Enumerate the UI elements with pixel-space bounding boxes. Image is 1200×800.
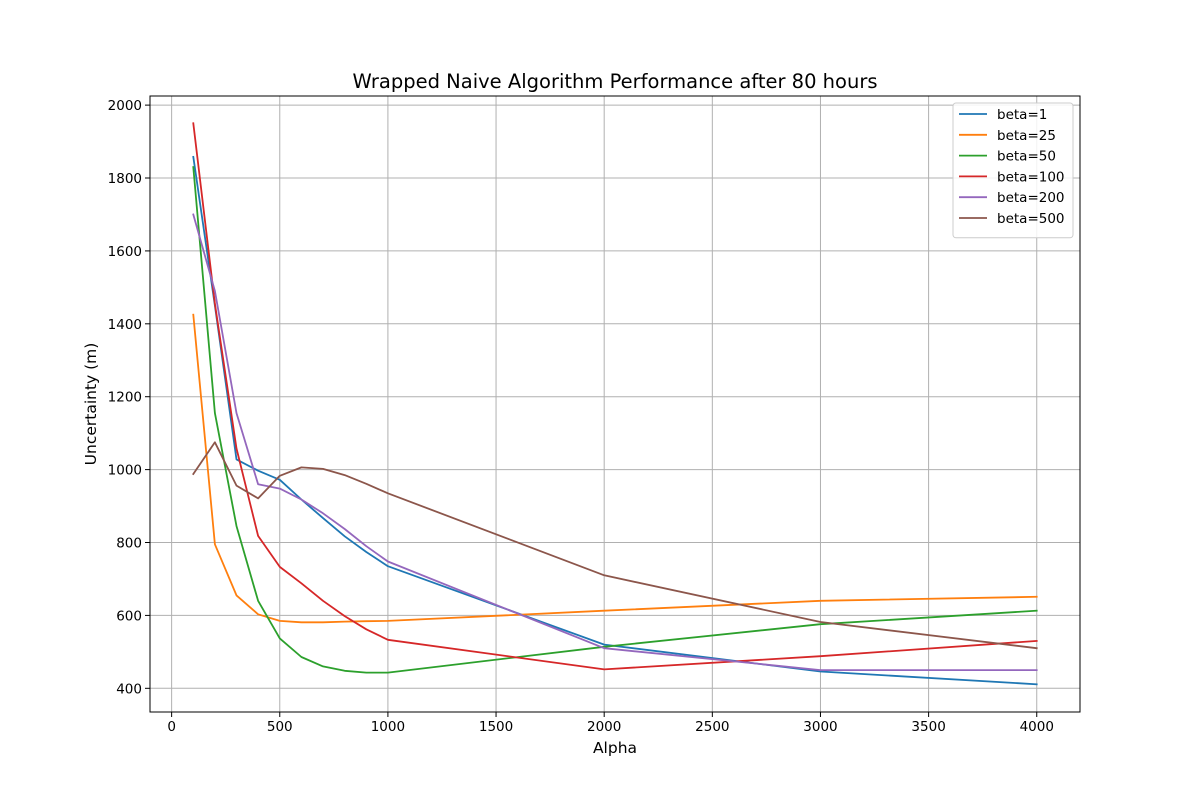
legend: beta=1 beta=25 beta=50 beta=100 beta=200 beta… bbox=[952, 102, 1074, 239]
x-tick-label: 2000 bbox=[587, 719, 621, 735]
y-tick-label: 800 bbox=[116, 536, 142, 552]
legend-box bbox=[952, 102, 1074, 239]
x-tick-label: 4000 bbox=[1020, 719, 1054, 735]
y-axis-label: Uncertainty (m) bbox=[82, 343, 100, 466]
series-line-beta-200 bbox=[192, 213, 1038, 671]
series-lines bbox=[192, 122, 1038, 686]
legend-entry: beta=1 bbox=[997, 107, 1047, 123]
legend-entry: beta=50 bbox=[997, 149, 1056, 165]
x-tick-label: 1500 bbox=[479, 719, 513, 735]
x-axis-label: Alpha bbox=[593, 739, 637, 757]
series-line-beta-500 bbox=[192, 441, 1038, 650]
x-tick-label: 1000 bbox=[371, 719, 405, 735]
chart-title: Wrapped Naive Algorithm Performance afte… bbox=[352, 70, 877, 93]
axis-ticks: 0 500 1000 1500 2000 2500 3000 3500 4000 400 600 80… bbox=[108, 98, 1054, 735]
y-tick-label: 1800 bbox=[108, 171, 142, 187]
legend-entry: beta=200 bbox=[997, 190, 1065, 206]
plot-frame bbox=[149, 95, 1081, 713]
y-tick-label: 2000 bbox=[108, 98, 142, 114]
legend-entry: beta=100 bbox=[997, 169, 1065, 185]
y-tick-label: 600 bbox=[116, 608, 142, 624]
x-tick-label: 500 bbox=[267, 719, 293, 735]
y-tick-label: 1200 bbox=[108, 390, 142, 406]
legend-entry: beta=500 bbox=[997, 211, 1065, 227]
legend-entry: beta=25 bbox=[997, 128, 1056, 144]
y-tick-label: 1600 bbox=[108, 244, 142, 260]
x-tick-label: 0 bbox=[167, 719, 176, 735]
series-line-beta-25 bbox=[192, 313, 1038, 624]
x-tick-label: 2500 bbox=[695, 719, 729, 735]
y-tick-label: 1000 bbox=[108, 463, 142, 479]
series-line-beta-1 bbox=[192, 155, 1038, 686]
series-line-beta-50 bbox=[192, 166, 1038, 674]
x-tick-label: 3500 bbox=[911, 719, 945, 735]
y-tick-label: 1400 bbox=[108, 317, 142, 333]
y-tick-label: 400 bbox=[116, 681, 142, 697]
x-tick-label: 3000 bbox=[803, 719, 837, 735]
series-line-beta-100 bbox=[192, 122, 1038, 671]
